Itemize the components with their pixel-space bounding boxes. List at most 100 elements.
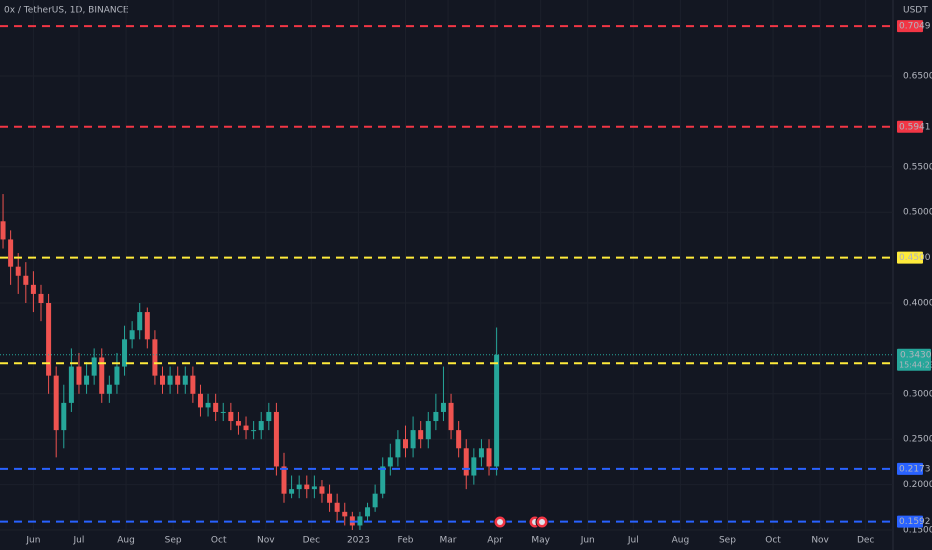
y-tick-label: 0.2500 [903,435,932,445]
candle-body [197,393,203,408]
level-badge [897,20,923,33]
candle-body [425,421,431,440]
candle-body [84,375,90,385]
level-label: 0.4500 [899,253,931,263]
candle-body [402,439,408,449]
y-tick-label: 0.5500 [903,162,932,172]
candle-body [486,448,492,467]
candle-body [289,489,295,494]
candle-body [213,402,219,412]
level-badge [897,251,923,264]
y-tick-label: 0.5000 [903,208,932,218]
candle-body [440,402,446,412]
candle-body [258,421,264,431]
y-tick-label: 0.6500 [903,71,932,81]
grid [0,0,893,530]
x-tick-label: Oct [211,536,227,546]
candle-body [190,375,196,394]
level-label: 0.2173 [899,464,931,474]
candle-body [372,493,378,508]
level-label: 0.5941 [899,122,931,132]
candle-body [494,354,500,467]
x-tick-label: Feb [398,536,414,546]
x-tick-label: Dec [303,536,320,546]
x-tick-label: Jun [580,536,595,546]
x-tick-label: 2023 [347,536,370,546]
candle-body [122,339,128,367]
candle-body [471,457,477,476]
candle-body [251,430,257,432]
candle-body [114,366,120,385]
event-icon-inner [539,519,545,525]
candle-body [205,402,211,408]
level-label: 0.1592 [899,517,931,527]
candle-body [433,411,439,422]
candle-body [311,486,317,490]
candle-body [15,266,21,276]
candle-body [304,484,310,490]
level-badge [897,515,923,528]
x-tick-label: Nov [257,536,275,546]
y-tick-label: 0.2000 [903,480,932,490]
level-label: 0.7049 [899,22,931,32]
candle-body [319,486,325,494]
candle-body [61,402,67,431]
candle-body [456,430,462,449]
candle-body [380,466,386,494]
x-tick-label: Aug [672,536,690,546]
candle-body [129,330,135,340]
x-tick-label: Sep [165,536,182,546]
x-tick-label: Apr [487,536,503,546]
event-icon-inner [497,519,503,525]
candle-body [76,366,82,385]
countdown-label: 15:44:23 [899,360,932,369]
candle-body [46,302,52,376]
candle-body [23,275,29,285]
candle-body [395,439,401,458]
candle-body [137,312,143,331]
y-tick-label: 0.1500 [903,526,932,536]
candle-body [0,221,6,240]
candle-body [365,507,371,517]
candle-body [68,366,74,403]
candle-body [228,411,234,422]
level-badge [897,462,923,475]
candle-body [167,375,173,385]
candle-body [99,357,105,394]
x-tick-label: May [531,536,550,546]
candle-body [357,516,363,526]
currency-label: USDT [903,6,928,16]
candle-body [410,430,416,449]
candle-body [266,411,272,422]
candle-body [448,402,454,431]
last-price-label: 0.3430 [900,350,932,360]
x-tick-label: Jul [627,536,639,546]
candle-body [327,493,333,503]
candle-body [296,484,302,490]
candle-body [106,384,112,394]
candle-body [91,357,97,376]
chart-title: 0x / TetherUS, 1D, BINANCE [4,6,129,16]
candle-body [220,411,226,413]
y-tick-label: 0.3000 [903,389,932,399]
candle-body [144,312,150,340]
candle-body [281,466,287,494]
candle-body [160,375,166,385]
candle-body [463,448,469,476]
x-tick-label: Jun [25,536,40,546]
candle-body [53,375,59,431]
candle-body [342,511,348,517]
candle-body [235,421,241,426]
x-tick-label: Aug [117,536,135,546]
level-badge [897,120,923,133]
candle-body [273,411,279,467]
x-tick-label: Nov [811,536,829,546]
x-tick-label: Sep [719,536,736,546]
candle-body [334,502,340,512]
x-tick-label: Oct [765,536,781,546]
candle-body [387,457,393,467]
candle-body [8,239,14,267]
x-tick-label: Jul [73,536,85,546]
